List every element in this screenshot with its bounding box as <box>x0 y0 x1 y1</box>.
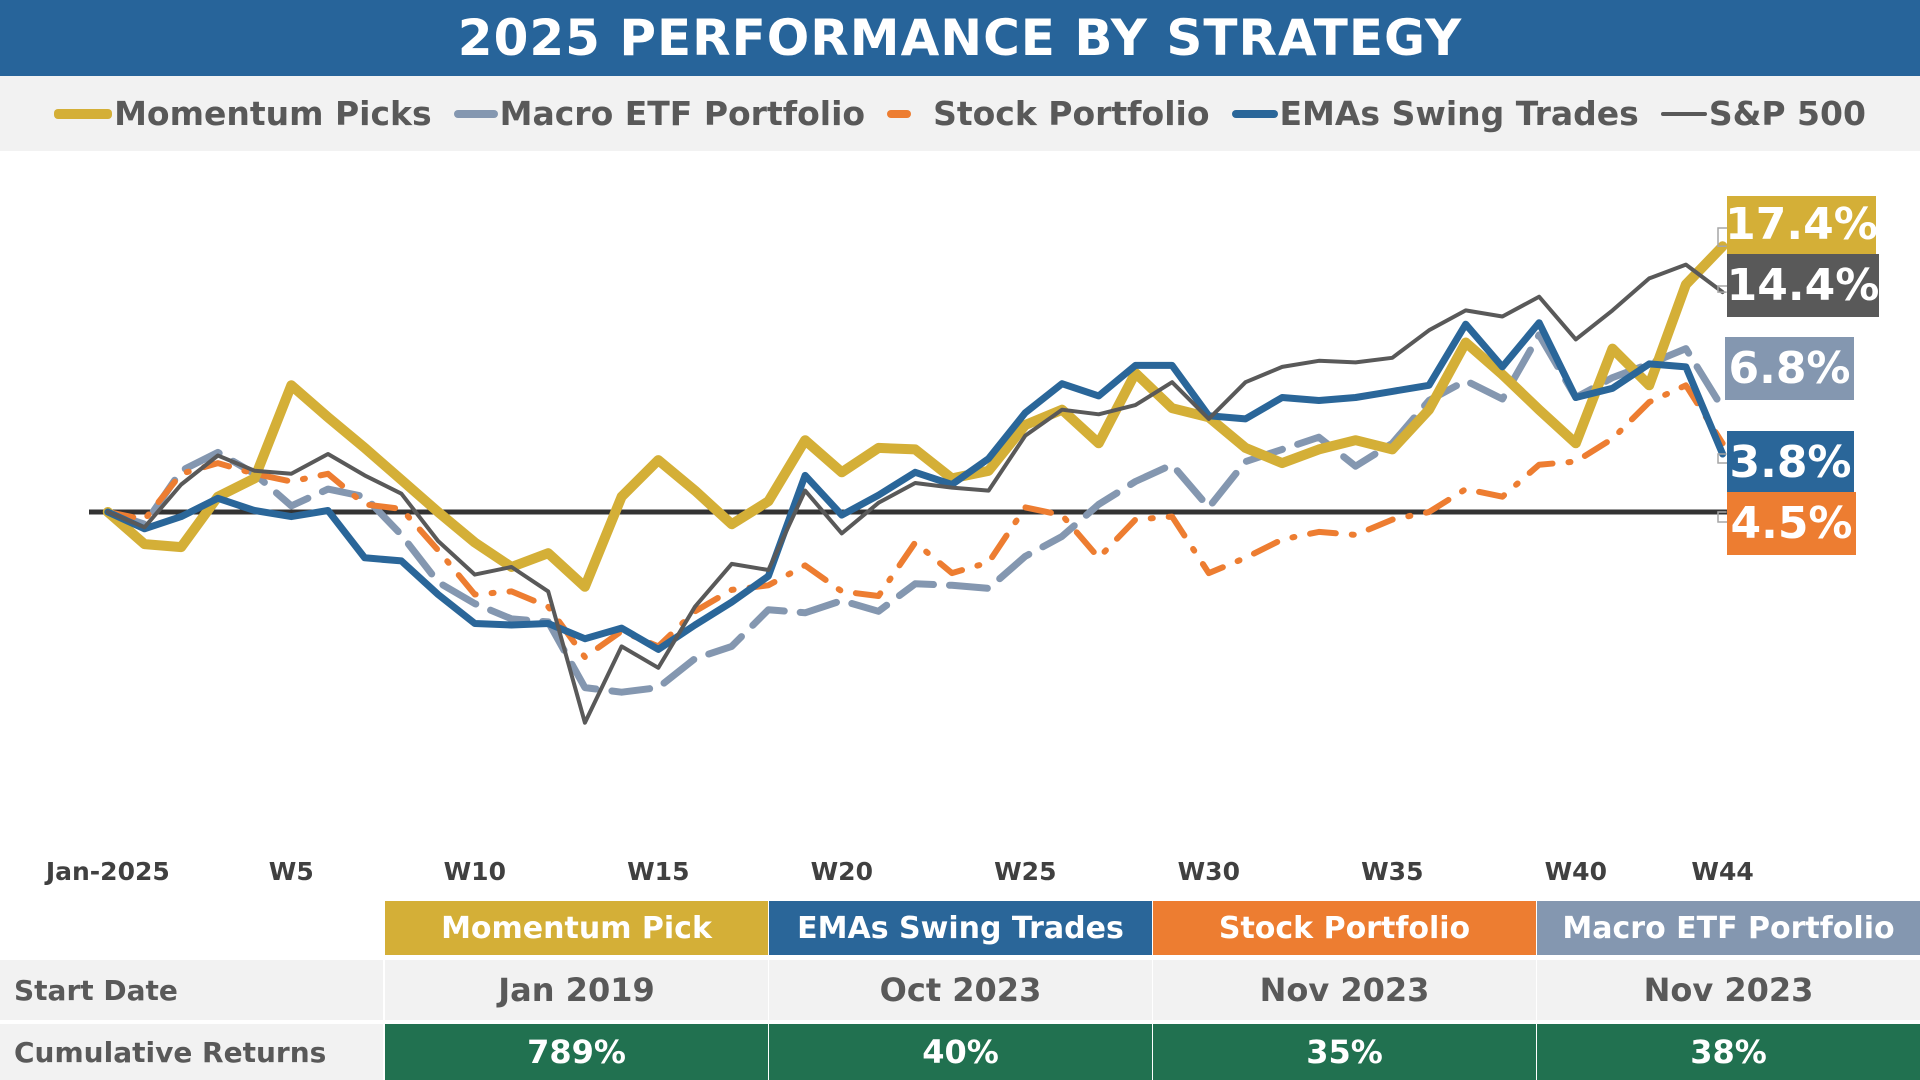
legend-swatch-emas <box>1231 109 1278 118</box>
label-connector <box>1717 511 1727 523</box>
cumulative-macro: 38% <box>1537 1024 1920 1080</box>
label-connector <box>1717 227 1727 248</box>
legend-item-macro: Macro ETF Portfolio <box>453 94 866 133</box>
x-tick-label: W40 <box>1545 857 1607 886</box>
chart-title: 2025 PERFORMANCE BY STRATEGY <box>0 0 1920 76</box>
x-tick-label: W5 <box>269 857 314 886</box>
legend-item-momentum: Momentum Picks <box>54 94 432 133</box>
table-header-stock: Stock Portfolio <box>1153 901 1536 955</box>
table-header-emas: EMAs Swing Trades <box>769 901 1152 955</box>
start-date-stock: Nov 2023 <box>1153 960 1536 1020</box>
x-tick-label: W30 <box>1178 857 1240 886</box>
label-connectors <box>1717 227 1727 523</box>
legend-label: Macro ETF Portfolio <box>499 94 866 133</box>
legend-label: EMAs Swing Trades <box>1279 94 1639 133</box>
cumulative-emas: 40% <box>769 1024 1152 1080</box>
legend-swatch-stock <box>887 109 912 118</box>
series-line-stock-portfolio <box>104 382 1726 661</box>
legend-item-emas: EMAs Swing Trades <box>1231 94 1639 133</box>
x-tick-label: W44 <box>1691 857 1753 886</box>
start-date-macro: Nov 2023 <box>1537 960 1920 1020</box>
end-label-sp500: 14.4% <box>1727 254 1879 317</box>
start-date-momentum: Jan 2019 <box>385 960 768 1020</box>
x-tick-label: W35 <box>1361 857 1423 886</box>
end-label-stock: 4.5% <box>1727 492 1856 555</box>
table-header-macro: Macro ETF Portfolio <box>1537 901 1920 955</box>
x-axis: Jan-2025 W5 W10 W15 W20 W25 W30 W35 W40 W44 <box>44 857 1754 886</box>
end-label-emas: 3.8% <box>1727 431 1854 495</box>
row-label-cumulative: Cumulative Returns <box>0 1024 383 1080</box>
legend-swatch-sp500 <box>1660 111 1707 116</box>
legend-swatch-momentum <box>54 108 113 119</box>
x-tick-label: W10 <box>444 857 506 886</box>
legend-label: Stock Portfolio <box>933 94 1210 133</box>
legend-label: S&P 500 <box>1708 94 1866 133</box>
line-chart: Jan-2025 W5 W10 W15 W20 W25 W30 W35 W40 W44 <box>44 227 1754 886</box>
row-label-start-date: Start Date <box>0 960 383 1020</box>
series-line-macro-etf-portfolio <box>104 331 1727 696</box>
cumulative-stock: 35% <box>1153 1024 1536 1080</box>
legend: Momentum Picks Macro ETF Portfolio Stock… <box>0 76 1920 151</box>
series-line-emas-swing-trades <box>104 319 1727 653</box>
x-tick-label: W20 <box>811 857 873 886</box>
start-date-emas: Oct 2023 <box>769 960 1152 1020</box>
x-tick-label: W25 <box>994 857 1056 886</box>
table-header-momentum: Momentum Pick <box>385 901 768 955</box>
series-line-s-p-500 <box>105 262 1725 725</box>
series-layer <box>102 241 1728 725</box>
label-connector <box>1717 453 1727 464</box>
label-connector <box>1717 285 1727 293</box>
legend-item-stock: Stock Portfolio <box>887 94 1210 133</box>
end-label-macro: 6.8% <box>1725 337 1854 400</box>
cumulative-momentum: 789% <box>385 1024 768 1080</box>
series-line-momentum-picks <box>102 241 1728 592</box>
legend-item-sp500: S&P 500 <box>1660 94 1866 133</box>
legend-swatch-macro <box>453 109 498 118</box>
end-label-momentum: 17.4% <box>1725 196 1878 254</box>
x-tick-label: Jan-2025 <box>44 857 170 886</box>
legend-label: Momentum Picks <box>114 94 432 133</box>
x-tick-label: W15 <box>627 857 689 886</box>
